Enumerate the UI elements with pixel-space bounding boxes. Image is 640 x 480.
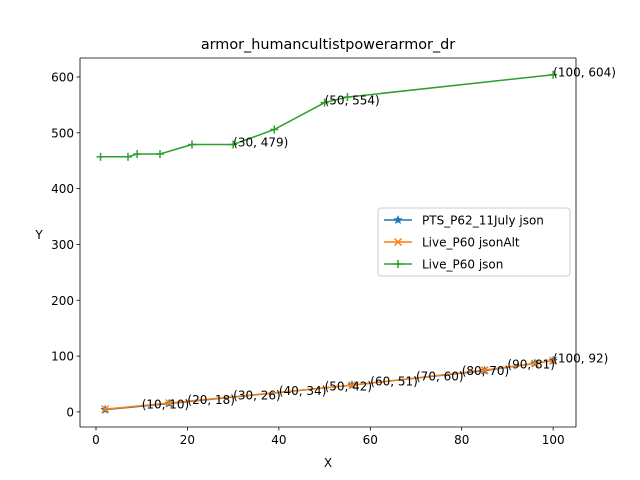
legend-marker-1 (393, 237, 403, 247)
data-annotation: (50, 554) (325, 94, 380, 108)
data-annotation: (100, 604) (553, 66, 616, 80)
y-tick-label: 100 (51, 350, 74, 364)
y-tick-label: 300 (51, 238, 74, 252)
series-2-point (549, 70, 558, 79)
legend-label-2: Live_P60 json (422, 258, 503, 272)
chart-title: armor_humancultistpowerarmor_dr (201, 37, 455, 53)
x-tick-label: 0 (92, 433, 100, 447)
series-2-point (96, 152, 105, 161)
data-annotation: (30, 26) (233, 388, 281, 402)
legend-marker-0 (393, 214, 403, 225)
data-annotation: (100, 92) (553, 352, 608, 366)
x-axis-label: X (324, 456, 332, 470)
x-tick-label: 40 (271, 433, 286, 447)
series-2-point (229, 140, 238, 149)
data-annotation: (30, 479) (233, 136, 288, 150)
legend: PTS_P62_11July json Live_P60 jsonAlt Live_… (377, 207, 571, 277)
y-tick-label: 500 (51, 126, 74, 140)
legend-label-1: Live_P60 jsonAlt (422, 236, 520, 250)
data-annotation: (90, 81) (507, 358, 555, 372)
series-line-2 (100, 74, 554, 158)
series-2-point (270, 125, 279, 134)
y-tick-label: 0 (66, 405, 74, 419)
series-2-point (124, 152, 132, 161)
data-annotation: (60, 51) (370, 374, 418, 388)
series-1-point (530, 359, 539, 368)
y-axis-label: Y (34, 228, 43, 242)
y-tick-label: 200 (51, 294, 74, 308)
legend-marker-1-stroke-b (393, 237, 403, 247)
x-tick-label: 80 (454, 433, 469, 447)
series-1-point (480, 366, 489, 375)
series-2-point (188, 140, 196, 149)
legend-marker-2 (394, 260, 402, 268)
x-tick-label: 20 (180, 433, 195, 447)
data-annotation: (70, 60) (416, 369, 464, 383)
series-2-point (156, 150, 164, 159)
series-1-point-stroke-b (480, 366, 489, 375)
series-2-point (343, 93, 352, 102)
y-tick-label: 400 (51, 182, 74, 196)
data-annotation: (10, 10) (142, 397, 190, 411)
series-1-point (101, 405, 110, 414)
data-annotation: (80, 70) (462, 364, 510, 378)
series-line-1 (105, 359, 554, 410)
series-1-point-stroke-b (549, 356, 558, 365)
legend-label-0: PTS_P62_11July json (422, 214, 544, 228)
data-annotation: (40, 34) (279, 384, 327, 398)
data-annotation: (20, 18) (187, 393, 235, 407)
series-1-point (549, 356, 558, 365)
series-2-point (133, 150, 142, 159)
x-tick-label: 60 (363, 433, 378, 447)
series-1-point-stroke-b (165, 398, 174, 408)
series-1-point (347, 381, 357, 390)
series-1-point (165, 398, 174, 408)
x-tick-label: 100 (542, 433, 565, 447)
series-1-point-stroke-b (530, 359, 539, 368)
legend-box (377, 207, 571, 277)
y-tick-label: 600 (51, 70, 74, 84)
series-2-point (320, 98, 329, 107)
data-annotation: (50, 42) (325, 379, 373, 393)
series-1-point-stroke-b (101, 405, 110, 414)
series-1-point-stroke-b (347, 381, 357, 390)
